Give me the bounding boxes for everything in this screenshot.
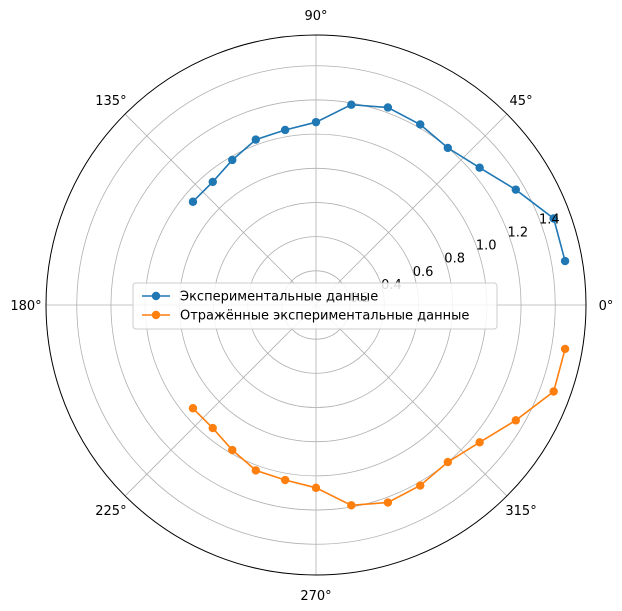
series-1-point-2 (511, 416, 520, 425)
series-0-point-3 (475, 163, 484, 172)
series-1-point-10 (251, 466, 261, 475)
legend-label-reflected: Отражённые экспериментальные данные (180, 309, 469, 324)
theta-grid-line-5 (124, 304, 317, 497)
series-0-point-5 (416, 120, 425, 129)
theta-tick-label-7: 315° (505, 504, 536, 519)
series-1-point-11 (228, 445, 237, 455)
theta-grid-line-7 (315, 304, 508, 497)
theta-grid-line-1 (315, 113, 508, 306)
theta-tick-label-0: 0° (599, 299, 614, 314)
legend-marker-experimental (151, 291, 161, 301)
theta-tick-label-3: 135° (95, 94, 126, 109)
r-tick-label-5: 1.2 (507, 226, 528, 241)
series-1-point-0 (560, 344, 570, 354)
theta-tick-labels: 0° 45° 90° 135° 180° 225° 270° 315° (10, 9, 613, 604)
series-0-point-10 (251, 135, 261, 144)
r-tick-label-2: 0.6 (413, 265, 434, 280)
series-1-point-12 (208, 423, 217, 433)
legend-box (132, 282, 498, 330)
theta-tick-label-2: 90° (304, 9, 327, 24)
series-1-point-9 (280, 475, 290, 485)
theta-grid-line-3 (124, 113, 317, 306)
series-1-point-3 (475, 438, 484, 447)
series-1-point-13 (188, 404, 198, 413)
series-0-point-1 (549, 214, 558, 223)
series-0-point-9 (280, 125, 290, 135)
theta-tick-label-1: 45° (510, 94, 533, 109)
series-1-point-1 (549, 387, 558, 396)
series-group (188, 100, 570, 510)
series-0-point-4 (443, 143, 453, 153)
legend-label-experimental: Экспериментальные данные (180, 290, 378, 305)
polar-frame (45, 34, 587, 576)
r-tick-label-6: 1.4 (539, 212, 560, 227)
series-0-point-7 (347, 100, 356, 109)
series-0-point-12 (208, 177, 217, 187)
series-line-0 (192, 103, 566, 262)
series-0-point-13 (188, 197, 198, 206)
series-1-point-4 (443, 457, 453, 467)
series-line-1 (192, 348, 566, 507)
series-0-point-8 (311, 117, 321, 127)
legend-marker-reflected (151, 310, 161, 320)
series-1-point-5 (416, 481, 425, 490)
series-0-point-0 (560, 256, 570, 266)
series-0-point-11 (228, 155, 237, 165)
theta-tick-label-5: 225° (95, 504, 126, 519)
legend: Экспериментальные данные Отражённые эксп… (132, 282, 498, 330)
series-1-point-6 (383, 498, 393, 507)
series-0-point-2 (511, 185, 520, 194)
theta-tick-label-4: 180° (10, 299, 41, 314)
series-1-point-7 (347, 501, 356, 510)
series-0-point-6 (383, 103, 393, 112)
r-tick-label-4: 1.0 (476, 239, 497, 254)
r-tick-label-3: 0.8 (444, 252, 465, 267)
series-1-point-8 (311, 483, 321, 493)
theta-tick-label-6: 270° (300, 589, 331, 604)
